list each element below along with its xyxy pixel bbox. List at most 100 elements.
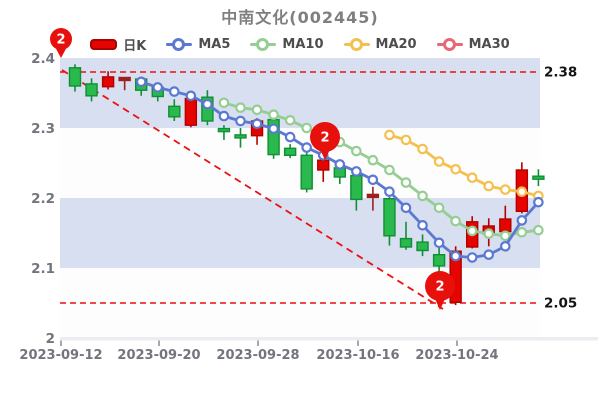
y-axis-label: 2.1 bbox=[31, 261, 55, 277]
candlestick bbox=[300, 154, 313, 190]
ma10-marker bbox=[466, 225, 478, 237]
ma20-marker bbox=[499, 184, 511, 195]
y-axis-label: 2 bbox=[46, 331, 55, 347]
ma10-marker bbox=[400, 177, 412, 188]
ma10-marker bbox=[268, 109, 279, 120]
ma5-marker bbox=[152, 82, 164, 93]
x-axis-label: 2023-09-28 bbox=[216, 348, 299, 363]
ma20-marker-icon bbox=[343, 38, 370, 51]
ma10-marker bbox=[367, 154, 379, 166]
y-axis-label: 2.3 bbox=[31, 121, 55, 137]
ma10-marker bbox=[284, 115, 296, 126]
ma10-marker bbox=[450, 215, 461, 227]
ma10-marker bbox=[251, 104, 263, 116]
candlestick bbox=[317, 159, 330, 171]
x-axis-label: 2023-09-12 bbox=[19, 348, 102, 363]
ma30-marker-icon bbox=[436, 38, 463, 51]
candlestick bbox=[184, 97, 198, 126]
ma5-marker bbox=[169, 86, 180, 97]
legend-item-ma30[interactable]: MA30 bbox=[436, 37, 510, 52]
ma10-marker bbox=[433, 202, 445, 214]
ma5-marker bbox=[533, 196, 544, 208]
legend-label-ma5: MA5 bbox=[198, 37, 231, 52]
ma10-ring-icon bbox=[256, 38, 270, 51]
ma20-marker bbox=[450, 164, 461, 175]
ma5-marker bbox=[185, 90, 197, 102]
ma10-marker-icon bbox=[250, 38, 277, 51]
candlestick bbox=[283, 147, 297, 157]
candlestick bbox=[383, 197, 396, 237]
balloon-count: 2 bbox=[435, 280, 444, 295]
page-title: 中南文化(002445) bbox=[221, 8, 379, 27]
ma5-marker bbox=[268, 123, 279, 134]
ma10-marker bbox=[499, 230, 511, 242]
legend-label-kline: 日K bbox=[123, 39, 147, 54]
ma5-marker bbox=[284, 131, 296, 143]
ma10-marker bbox=[351, 145, 362, 157]
ma5-marker bbox=[218, 110, 230, 122]
legend-item-ma5[interactable]: MA5 bbox=[166, 37, 230, 52]
ma10-marker bbox=[417, 190, 428, 202]
price-callout-label: 2.38 bbox=[544, 65, 577, 81]
candlestick bbox=[499, 218, 512, 233]
ma20-marker bbox=[516, 186, 528, 197]
kline-swatch-icon bbox=[90, 39, 118, 50]
candlestick bbox=[101, 76, 115, 88]
balloon-count: 2 bbox=[56, 33, 65, 48]
ma5-marker bbox=[351, 166, 362, 177]
ma5-marker bbox=[334, 159, 346, 170]
x-axis-label: 2023-10-16 bbox=[316, 348, 399, 363]
ma5-marker-icon bbox=[166, 38, 193, 51]
ma20-marker bbox=[466, 172, 478, 183]
background-band bbox=[60, 58, 540, 128]
x-axis-label: 2023-09-20 bbox=[117, 348, 200, 363]
ma10-marker bbox=[235, 102, 246, 113]
ma30-ring-icon bbox=[442, 38, 456, 51]
balloon-marker-icon bbox=[425, 271, 455, 301]
ma5-marker bbox=[433, 237, 445, 249]
ma5-marker bbox=[499, 241, 511, 252]
candlestick bbox=[532, 175, 545, 180]
ma10-marker bbox=[218, 97, 230, 109]
candlestick bbox=[217, 127, 231, 133]
x-axis-line bbox=[60, 337, 598, 341]
ma5-marker bbox=[450, 250, 461, 262]
downtrend-line bbox=[61, 69, 444, 310]
ma10-marker bbox=[301, 122, 312, 134]
ma20-marker bbox=[483, 180, 495, 192]
ma20-marker bbox=[417, 143, 428, 155]
chart-legend: 日K MA5 MA10 MA20 MA30 bbox=[0, 35, 600, 54]
legend-item-ma10[interactable]: MA10 bbox=[250, 37, 324, 52]
candlestick bbox=[168, 105, 181, 118]
ma10-marker bbox=[533, 224, 544, 236]
candlestick bbox=[85, 83, 98, 97]
candlestick bbox=[416, 241, 429, 252]
candlestick bbox=[68, 67, 82, 87]
ma5-marker bbox=[135, 76, 147, 88]
ma10-marker bbox=[516, 227, 528, 238]
ma5-marker bbox=[516, 215, 528, 226]
candlestick bbox=[366, 193, 380, 199]
ma10-marker bbox=[483, 228, 495, 239]
ma5-marker bbox=[417, 220, 428, 231]
legend-label-ma10: MA10 bbox=[282, 37, 324, 52]
legend-item-ma20[interactable]: MA20 bbox=[343, 37, 417, 52]
ma20-ring-icon bbox=[349, 38, 363, 51]
ma20-marker bbox=[400, 134, 412, 146]
ma5-marker bbox=[466, 252, 478, 263]
balloon-marker-icon bbox=[310, 122, 340, 152]
ma5-marker bbox=[202, 98, 213, 110]
price-callout-label: 2.05 bbox=[544, 296, 577, 312]
legend-label-ma20: MA20 bbox=[375, 37, 417, 52]
ma5-marker bbox=[235, 115, 246, 127]
ma5-marker bbox=[251, 118, 263, 130]
candlestick bbox=[432, 253, 446, 267]
candlestick bbox=[234, 134, 247, 139]
x-axis-label: 2023-10-24 bbox=[415, 348, 498, 363]
candlestick bbox=[350, 174, 363, 201]
candlestick bbox=[399, 237, 413, 248]
legend-item-kline[interactable]: 日K bbox=[90, 35, 146, 54]
ma20-marker bbox=[384, 129, 395, 141]
ma10-marker bbox=[384, 164, 395, 176]
